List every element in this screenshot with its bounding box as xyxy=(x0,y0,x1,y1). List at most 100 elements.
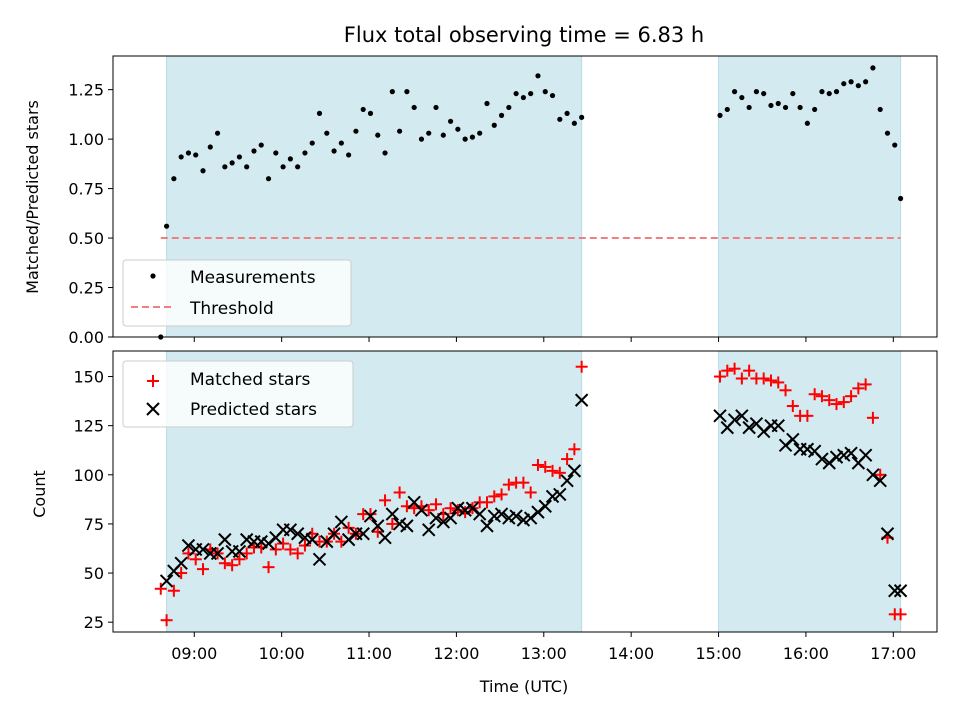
measurement-point xyxy=(833,89,840,95)
measurement-point xyxy=(513,90,519,97)
predicted-stars-point xyxy=(815,452,829,466)
predicted-stars-point xyxy=(327,527,341,541)
measurement-points xyxy=(158,65,904,340)
measurement-point xyxy=(484,100,490,107)
x-tick-label: 16:00 xyxy=(783,644,829,663)
matched-stars-point xyxy=(284,543,297,556)
matched-stars-point xyxy=(371,525,384,538)
legend-label-matched: Matched stars xyxy=(190,370,310,390)
matched-stars-point xyxy=(721,364,734,377)
y-tick-label: 25 xyxy=(84,613,104,632)
matched-stars-point xyxy=(226,559,239,572)
measurement-point xyxy=(863,79,869,85)
measurement-point xyxy=(491,122,497,128)
measurement-point xyxy=(244,164,250,170)
predicted-stars-point xyxy=(742,420,756,435)
measurement-point xyxy=(797,104,803,111)
matched-stars-point xyxy=(379,494,392,507)
measurement-point xyxy=(360,106,366,113)
predicted-stars-point xyxy=(436,515,451,529)
predicted-stars-point xyxy=(771,418,785,433)
chart-title: Flux total observing time = 6.83 h xyxy=(344,23,704,47)
predicted-stars-point xyxy=(509,509,523,523)
top-y-ticks: 0.00 0.25 0.50 0.75 1.00 1.25 xyxy=(68,81,113,347)
measurement-point xyxy=(768,102,774,109)
predicted-stars-point xyxy=(786,432,800,447)
measurement-point xyxy=(397,128,403,134)
measurement-point xyxy=(520,94,526,101)
measurement-point xyxy=(498,112,505,118)
matched-stars-point xyxy=(852,382,865,395)
measurement-point xyxy=(331,148,337,154)
legend-label-threshold: Threshold xyxy=(189,299,274,319)
x-tick-label: 11:00 xyxy=(346,644,392,663)
measurement-point xyxy=(848,79,854,85)
measurement-point xyxy=(579,114,585,120)
y-tick-label: 0.50 xyxy=(68,229,104,248)
measurement-point xyxy=(455,126,461,132)
x-tick-label: 14:00 xyxy=(608,644,654,663)
measurement-point xyxy=(841,81,847,87)
matched-stars-point xyxy=(553,466,566,479)
x-tick-label: 17:00 xyxy=(870,644,916,663)
measurement-point xyxy=(207,144,213,150)
top-axes-frame xyxy=(112,55,938,338)
measurement-point xyxy=(236,154,243,160)
bottom-y-axis-label: Count xyxy=(30,470,49,518)
x-tick-label: 15:00 xyxy=(695,644,741,663)
matched-stars-point xyxy=(786,400,799,413)
measurement-point xyxy=(222,164,228,170)
measurement-point xyxy=(542,89,548,95)
matched-stars-point xyxy=(531,458,544,471)
measurement-point xyxy=(185,150,192,156)
matched-stars-point xyxy=(167,584,180,597)
bottom-y-ticks: 25 50 75 100 125 150 xyxy=(73,368,113,632)
measurement-point xyxy=(287,156,293,162)
x-tick-label: 09:00 xyxy=(171,644,217,663)
predicted-stars-point xyxy=(210,546,225,561)
top-panel: 0.00 0.25 0.50 0.75 1.00 1.25 Matched/Predict… xyxy=(23,55,938,347)
measurement-point xyxy=(804,120,810,126)
x-tick-label: 13:00 xyxy=(521,644,567,663)
matched-stars-point xyxy=(859,378,872,391)
y-tick-label: 0.25 xyxy=(68,279,104,298)
matched-stars-point xyxy=(197,563,210,576)
x-axis-label: Time (UTC) xyxy=(479,677,568,696)
measurement-point xyxy=(295,164,301,170)
matched-stars-point xyxy=(728,362,741,375)
matched-stars-point xyxy=(568,443,581,456)
predicted-stars-point xyxy=(567,464,582,478)
measurement-point xyxy=(477,130,483,136)
measurement-point xyxy=(753,89,760,95)
predicted-stars-point xyxy=(371,519,385,533)
matched-stars-point xyxy=(262,561,275,574)
measurement-point xyxy=(375,132,381,138)
matched-stars-point xyxy=(764,374,777,387)
predicted-stars-point xyxy=(880,527,895,541)
predicted-stars-point xyxy=(181,538,196,553)
predicted-stars-point xyxy=(429,511,443,525)
matched-stars-point xyxy=(218,557,231,570)
measurement-point xyxy=(440,132,446,138)
matched-stars-point xyxy=(269,543,282,556)
measurement-point xyxy=(564,110,570,116)
measurement-point xyxy=(178,154,184,160)
matched-stars-point xyxy=(277,537,290,550)
measurement-point xyxy=(302,150,308,156)
x-tick-label: 10:00 xyxy=(259,644,305,663)
matched-stars-point xyxy=(772,376,785,389)
matched-stars-point xyxy=(422,504,435,517)
matched-stars-point xyxy=(866,411,879,424)
predicted-stars-point xyxy=(378,530,392,545)
bottom-legend-box xyxy=(122,360,354,428)
measurement-point xyxy=(346,152,352,158)
measurement-point xyxy=(265,176,272,182)
measurement-point xyxy=(897,195,904,202)
matched-stars-point xyxy=(160,614,173,627)
predicted-stars-point xyxy=(363,509,378,523)
measurement-point xyxy=(782,104,789,111)
y-tick-label: 75 xyxy=(84,515,104,534)
top-legend: Measurements Threshold xyxy=(122,259,352,327)
y-tick-label: 1.25 xyxy=(68,81,104,100)
